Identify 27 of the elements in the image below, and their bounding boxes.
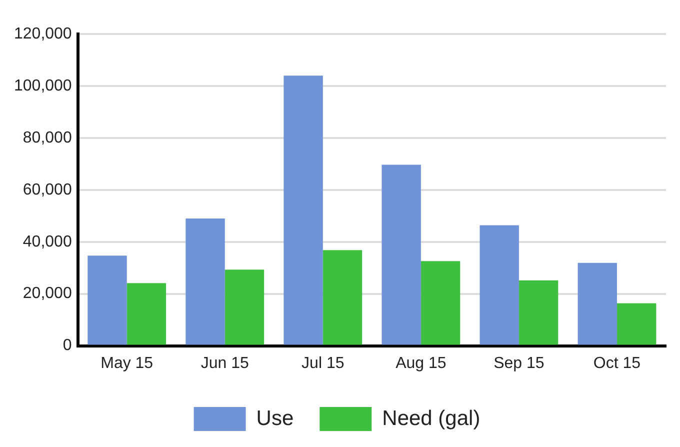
y-tick-label: 60,000: [22, 181, 72, 198]
x-tick-label: Sep 15: [494, 354, 544, 372]
legend-label: Need (gal): [382, 406, 480, 430]
x-tick-label: Jun 15: [200, 354, 249, 372]
bar: [186, 218, 225, 345]
x-tick-label: Oct 15: [593, 354, 641, 372]
y-tick-label: 100,000: [14, 77, 72, 94]
bar: [224, 270, 264, 345]
x-tick-label: May 15: [100, 354, 154, 372]
bar: [88, 256, 127, 345]
bar: [616, 303, 656, 345]
x-tick-label: Jul 15: [302, 354, 344, 372]
legend-label: Use: [256, 406, 294, 430]
bar: [420, 261, 460, 345]
bar: [518, 280, 558, 345]
x-tick-label: Aug 15: [396, 354, 446, 372]
bar: [322, 250, 362, 345]
bar: [382, 164, 421, 345]
y-tick-label: 0: [62, 337, 72, 354]
bar: [480, 225, 519, 345]
bar: [126, 283, 166, 345]
y-tick-label: 40,000: [22, 233, 72, 250]
y-tick-label: 120,000: [14, 25, 72, 42]
bar: [284, 76, 323, 345]
bar: [578, 262, 617, 345]
y-tick-label: 80,000: [22, 129, 72, 146]
y-tick-label: 20,000: [22, 285, 72, 302]
